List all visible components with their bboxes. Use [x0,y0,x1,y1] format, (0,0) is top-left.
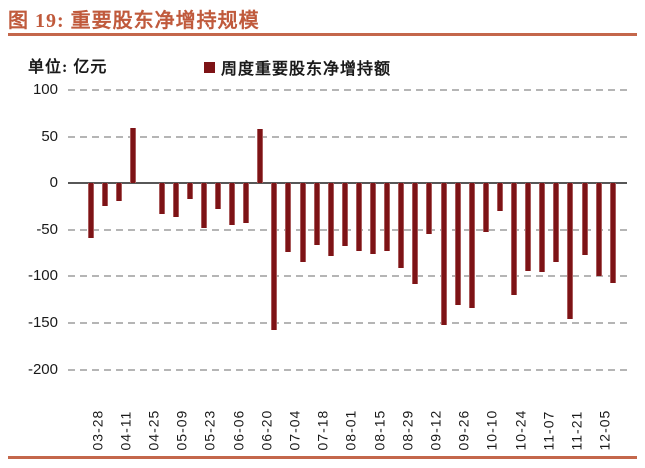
x-tick-label: 12-05 [596,409,613,451]
bar [341,183,348,246]
figure-title: 图 19: 重要股东净增持规模 [8,10,260,32]
bar [370,183,376,255]
bar [511,183,517,296]
x-tick-label: 06-20 [258,409,275,451]
bar [398,183,405,268]
x-tick-label: 10-24 [512,409,529,451]
bar [299,183,306,263]
bar [172,183,179,217]
x-tick-label: 04-11 [117,410,134,451]
bar [426,183,433,235]
bar [482,183,489,232]
bar [158,183,165,214]
x-tick-label: 05-09 [173,409,190,451]
bar [581,183,588,255]
bar [595,183,602,277]
bar [285,183,292,253]
bar [412,183,419,284]
x-tick-label: 09-26 [455,409,472,451]
bar [539,183,546,272]
legend-marker-icon [204,61,215,73]
y-axis-unit-label: 单位: 亿元 [28,59,108,76]
y-tick-label: -200 [27,360,58,378]
x-tick-label: 07-18 [314,409,331,451]
x-tick-label: 08-01 [342,409,359,451]
bar [116,183,123,201]
bar [525,183,532,271]
bar [496,183,503,212]
y-tick-label: -50 [36,220,58,238]
gridline [68,89,627,91]
bar [229,183,235,226]
x-tick-label: 06-06 [230,409,247,451]
bar [271,183,278,330]
gridline [68,368,627,371]
bar [609,183,616,283]
x-tick-label: 03-28 [89,409,106,451]
bar [257,129,264,184]
x-tick-label: 04-25 [145,409,162,451]
bar [468,183,475,309]
bar [553,183,560,263]
bar [440,183,447,325]
gridline [68,275,627,278]
bar [567,183,574,320]
bar [355,183,362,252]
bar [186,183,193,200]
x-tick-label: 11-21 [568,410,585,451]
x-tick-label: 08-29 [399,409,416,451]
bar [102,183,109,206]
y-tick-label: 100 [32,81,58,98]
legend: 周度重要股东净增持额 [204,55,391,79]
y-tick-label: 50 [41,127,58,145]
bar [384,183,391,252]
y-tick-label: -150 [27,314,58,331]
title-underline [8,33,637,36]
bar [88,183,94,239]
x-tick-label: 09-12 [427,409,444,451]
y-tick-label: -100 [27,267,58,285]
x-tick-label: 11-07 [540,410,557,451]
x-tick-label: 10-10 [483,409,500,451]
bar [243,183,250,224]
legend-label: 周度重要股东净增持额 [221,61,392,78]
footer-rule [8,456,637,459]
bar [327,183,334,256]
bar [214,183,221,210]
gridline [68,322,627,324]
x-tick-label: 07-04 [286,409,303,451]
x-tick-label: 08-15 [371,409,388,451]
bar [313,183,320,245]
bar [130,128,137,184]
bar [200,183,207,228]
bar [454,183,461,306]
x-tick-label: 05-23 [201,409,218,451]
y-tick-label: 0 [49,174,58,192]
gridline [68,135,627,138]
